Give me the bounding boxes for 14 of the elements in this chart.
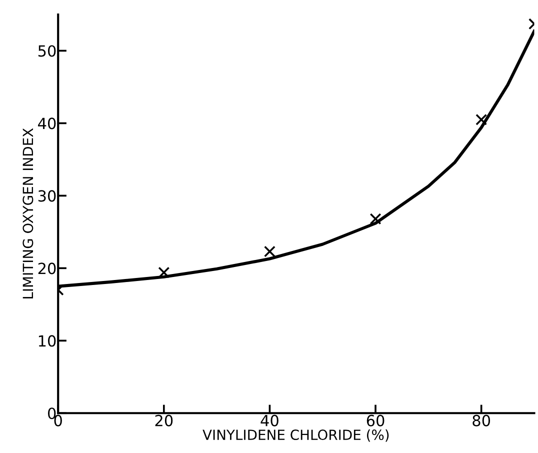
point <box>264 246 276 258</box>
x-tick-label: 20 <box>155 414 173 426</box>
point <box>370 213 382 225</box>
y-tick-label: 30 <box>38 190 56 202</box>
y-tick-label: 20 <box>38 262 56 274</box>
y-tick-label: 50 <box>38 45 56 57</box>
point <box>158 266 170 278</box>
x-tick-label: 80 <box>472 414 490 426</box>
x-axis-title: VINYLIDENE CHLORIDE (%) <box>202 429 389 442</box>
y-tick-label: 10 <box>38 335 56 347</box>
y-axis-title: LIMITING OXYGEN INDEX <box>22 128 34 298</box>
x-tick-label: 40 <box>260 414 278 426</box>
x-tick-label: 60 <box>366 414 384 426</box>
y-tick-label: 40 <box>38 118 56 130</box>
